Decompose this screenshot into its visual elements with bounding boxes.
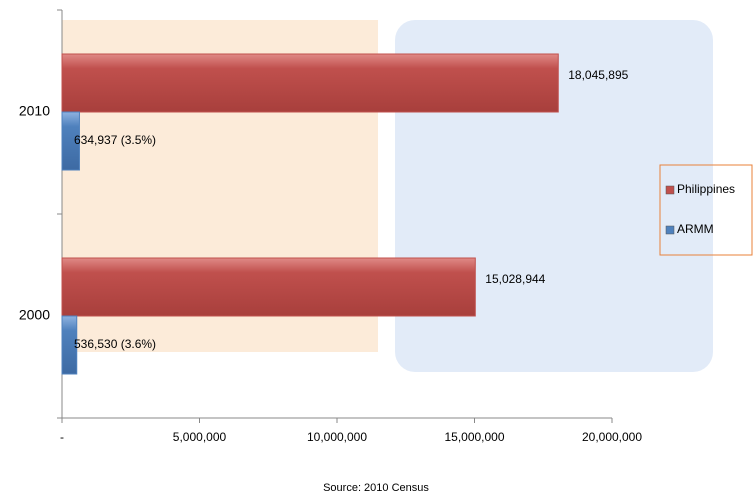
y-tick-label: 2010 (19, 103, 50, 119)
x-tick-label: 20,000,000 (582, 430, 642, 444)
x-tick-label: - (60, 430, 64, 444)
data-label: 536,530 (3.6%) (74, 337, 156, 351)
bar (61, 315, 78, 375)
x-tick-label: 10,000,000 (307, 430, 367, 444)
legend-label: Philippines (677, 182, 735, 196)
legend-swatch (665, 185, 675, 195)
legend-label: ARMM (677, 222, 714, 236)
bar (61, 53, 559, 113)
bar (61, 257, 476, 317)
x-tick-label: 15,000,000 (444, 430, 504, 444)
y-tick-label: 2000 (19, 307, 50, 323)
legend-swatch (665, 225, 675, 235)
data-label: 634,937 (3.5%) (74, 133, 156, 147)
x-tick-label: 5,000,000 (173, 430, 227, 444)
bar (61, 111, 80, 171)
data-label: 18,045,895 (568, 68, 628, 82)
source-note: Source: 2010 Census (323, 482, 429, 494)
legend-box (659, 164, 753, 256)
data-label: 15,028,944 (485, 272, 545, 286)
